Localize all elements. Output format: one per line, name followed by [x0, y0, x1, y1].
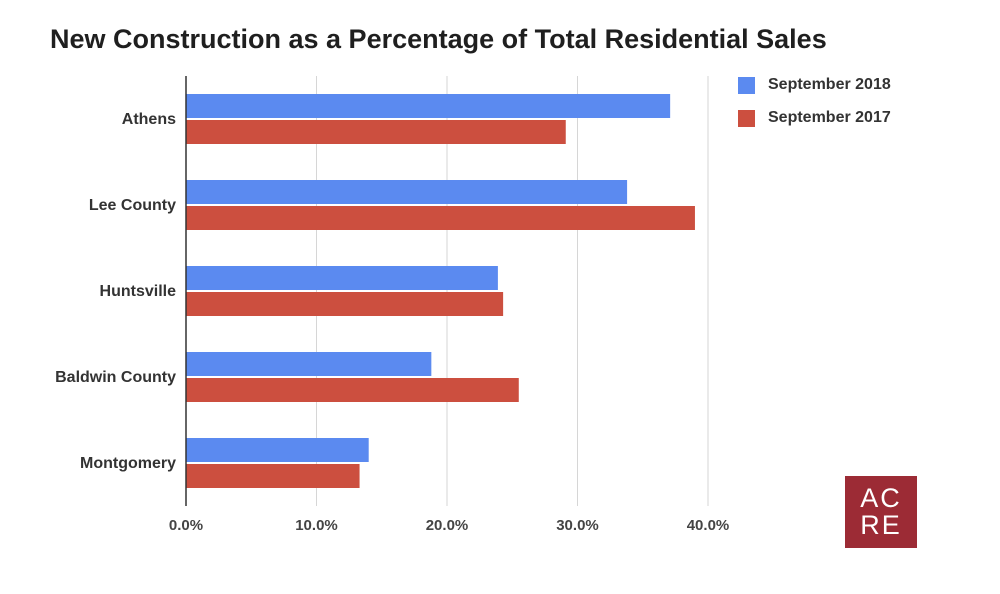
- gridlines: [316, 76, 709, 506]
- bar-baldwin-county-september-2017: [186, 378, 519, 402]
- category-label: Lee County: [89, 197, 176, 214]
- legend-label-2018: September 2018: [768, 76, 891, 93]
- x-tick-label: 0.0%: [169, 517, 203, 534]
- logo-text-line-1: AC: [860, 483, 902, 513]
- bar-huntsville-september-2017: [186, 292, 504, 316]
- legend-swatch-2018: [738, 76, 755, 94]
- category-label: Montgomery: [80, 455, 176, 472]
- bar-athens-september-2018: [186, 94, 671, 118]
- bar-lee-county-september-2018: [186, 180, 628, 204]
- bar-huntsville-september-2018: [186, 266, 498, 290]
- chart-title: New Construction as a Percentage of Tota…: [50, 24, 827, 54]
- legend: September 2018 September 2017: [738, 74, 891, 140]
- x-tick-label: 10.0%: [295, 517, 338, 534]
- category-label: Huntsville: [100, 283, 177, 300]
- legend-item-2018: September 2018: [738, 74, 891, 96]
- tick-labels: 0.0% 10.0% 20.0% 30.0% 40.0%: [169, 517, 729, 534]
- acre-logo: AC RE: [845, 476, 917, 548]
- x-tick-label: 40.0%: [687, 517, 730, 534]
- legend-item-2017: September 2017: [738, 107, 891, 129]
- bar-athens-september-2017: [186, 120, 566, 144]
- bar-lee-county-september-2017: [186, 206, 695, 230]
- bar-montgomery-september-2017: [186, 464, 360, 488]
- category-label: Athens: [122, 111, 176, 128]
- logo-text-line-2: RE: [860, 510, 902, 540]
- x-tick-label: 20.0%: [426, 517, 469, 534]
- bar-montgomery-september-2018: [186, 438, 369, 462]
- bar-baldwin-county-september-2018: [186, 352, 432, 376]
- x-tick-label: 30.0%: [556, 517, 599, 534]
- bars: [186, 94, 695, 488]
- legend-swatch-2017: [738, 109, 755, 127]
- category-label: Baldwin County: [55, 369, 176, 386]
- legend-label-2017: September 2017: [768, 109, 891, 126]
- category-labels: Athens Lee County Huntsville Baldwin County…: [55, 111, 176, 472]
